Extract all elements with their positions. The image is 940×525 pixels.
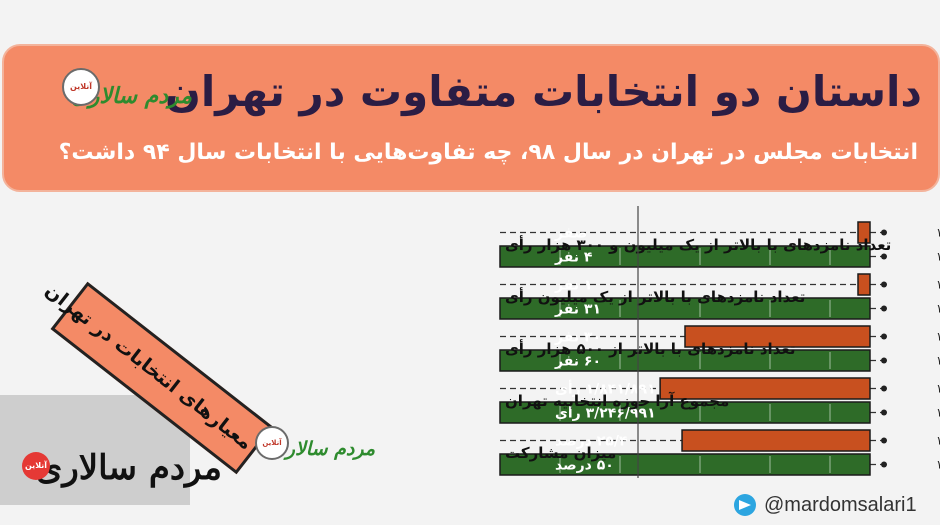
year-label: سال ۱۳۹۸ xyxy=(936,330,940,344)
year-label: سال ۱۳۹۸ xyxy=(936,278,940,292)
category-label: میزان مشارکت xyxy=(505,444,616,462)
axis-marker xyxy=(881,409,887,416)
bar xyxy=(857,221,871,244)
brand-logo-large-text: مردم سالاری xyxy=(35,448,222,488)
year-label: سال ۱۳۹۴ xyxy=(936,458,940,472)
axis-marker xyxy=(881,333,887,340)
data-label: ۲۵/۴ درصد xyxy=(555,434,628,450)
telegram-icon xyxy=(734,494,756,516)
brand-logo: مردم سالاری آنلاین xyxy=(62,68,192,130)
page-title: داستان دو انتخابات متفاوت در تهران xyxy=(165,67,922,116)
axis-marker xyxy=(881,461,887,468)
bar xyxy=(857,273,871,296)
bar xyxy=(499,349,871,372)
axis-marker xyxy=(881,305,887,312)
data-label: ۳۱ نفر xyxy=(554,302,601,318)
category-label: مجموع آرا حوزه انتخابیه تهران xyxy=(505,392,729,410)
online-badge-large-icon: آنلاین xyxy=(22,452,50,480)
axis-marker xyxy=(881,281,887,288)
data-label: ۵۰ درصد xyxy=(555,458,614,474)
data-label: ۱/۸۴۱/۸۹۱ رأی xyxy=(555,380,656,398)
axis-marker xyxy=(881,229,887,236)
data-label: ۱ نفر xyxy=(554,278,592,294)
category-label: تعداد نامزدهای با بالاتر از ۵۰۰ هزار رأی xyxy=(505,339,795,358)
social-handle[interactable]: @mardomsalari1 xyxy=(764,493,917,516)
bar xyxy=(684,325,871,348)
ribbon-banner: معیارهای انتخابات در تهران xyxy=(8,279,274,475)
bar xyxy=(681,429,871,452)
footer-social[interactable]: @mardomsalari1 xyxy=(734,490,934,520)
brand-logo-small: مردم سالاری آنلاین xyxy=(255,426,375,468)
bar xyxy=(499,453,871,476)
year-label: سال ۱۳۹۸ xyxy=(936,382,940,396)
online-badge-small-icon: آنلاین xyxy=(255,426,289,460)
bar xyxy=(499,401,871,424)
axis-marker xyxy=(881,357,887,364)
data-label: صفر xyxy=(554,226,587,242)
axis-marker xyxy=(881,385,887,392)
category-label: تعداد نامزدهای با بالاتر از یک میلیون رأ… xyxy=(505,287,805,306)
brand-logo-large: مردم سالاری آنلاین xyxy=(22,448,222,498)
data-label: ۳۰ نفر xyxy=(554,330,601,346)
year-label: سال ۱۳۹۸ xyxy=(936,226,940,240)
year-label: سال ۱۳۹۸ xyxy=(936,434,940,448)
header-panel: داستان دو انتخابات متفاوت در تهران انتخا… xyxy=(2,44,940,192)
bar xyxy=(659,377,871,400)
ribbon-text: معیارهای انتخابات در تهران xyxy=(40,279,257,455)
year-label: سال ۱۳۹۴ xyxy=(936,250,940,264)
year-label: سال ۱۳۹۴ xyxy=(936,302,940,316)
bar xyxy=(499,245,871,268)
data-label: ۴ نفر xyxy=(554,250,593,266)
page-subtitle: انتخابات مجلس در تهران در سال ۹۸، چه تفا… xyxy=(58,140,918,165)
data-label: ۳/۲۴۶/۹۹۱ رأی xyxy=(555,404,656,422)
bar xyxy=(499,297,871,320)
data-label: ۶۰ نفر xyxy=(554,354,601,370)
online-badge-icon: آنلاین xyxy=(62,68,100,106)
year-label: سال ۱۳۹۴ xyxy=(936,406,940,420)
axis-marker xyxy=(881,253,887,260)
brand-logo-small-text: مردم سالاری xyxy=(270,438,375,460)
year-label: سال ۱۳۹۴ xyxy=(936,354,940,368)
axis-marker xyxy=(881,437,887,444)
category-label: تعداد نامزدهای با بالاتر از یک میلیون و … xyxy=(505,235,891,254)
